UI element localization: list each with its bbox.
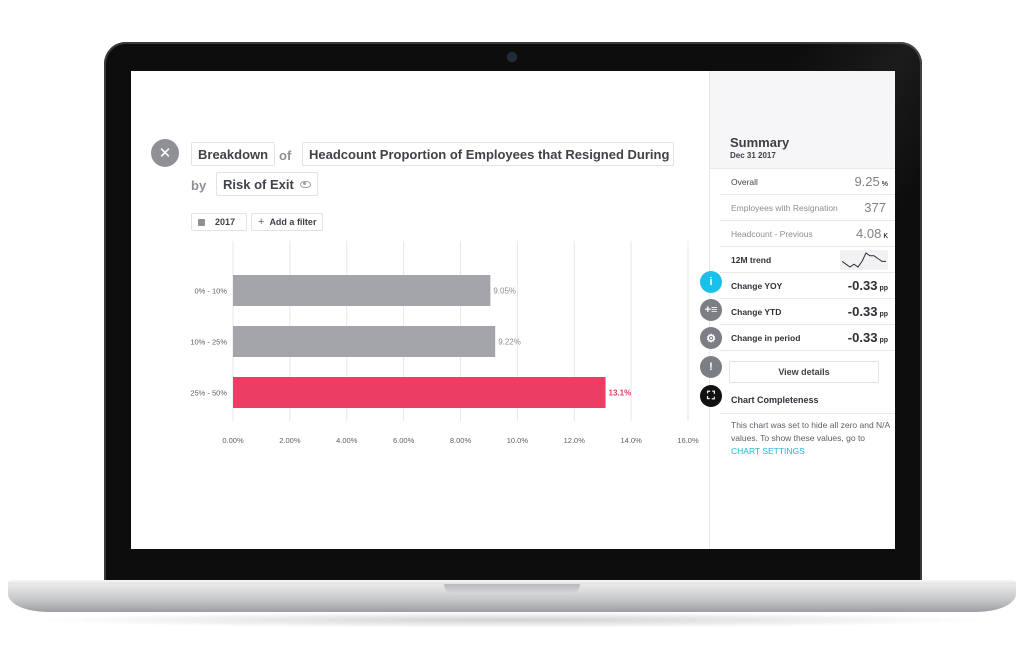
change-unit: pp (879, 336, 888, 344)
summary-row-change-yoy: Change YOY -0.33 pp (720, 273, 895, 299)
close-icon: ✕ (158, 144, 172, 162)
x-tick-label: 8.00% (450, 436, 472, 445)
bar-value-label: 9.05% (493, 287, 516, 296)
bar-value-label: 9.22% (498, 338, 521, 347)
laptop-shadow (30, 612, 994, 628)
summary-date: Dec 31 2017 (730, 151, 776, 160)
x-tick-label: 16.0% (677, 436, 699, 445)
calendar-icon (198, 218, 205, 226)
summary-header (710, 71, 895, 169)
year-value: 2017 (215, 217, 236, 227)
row-unit: % (881, 180, 888, 188)
of-word: of (279, 148, 292, 163)
add-filter-button[interactable]: + Add a filter (251, 213, 324, 231)
change-label: Change in period (731, 332, 801, 343)
sparkline-line (841, 251, 886, 268)
trend-sparkline (840, 249, 888, 270)
dimension-selector[interactable]: Risk of Exit (216, 172, 318, 196)
category-label: 0% - 10% (194, 287, 227, 296)
add-filter-label: Add a filter (269, 217, 317, 227)
summary-row-overall: Overall 9.25% (720, 169, 895, 195)
sidebar-divider (720, 413, 895, 414)
view-details-button[interactable]: View details (729, 361, 879, 383)
row-label: Employees with Resignation (731, 202, 838, 213)
row-value: 9.25 (854, 173, 880, 189)
bar (233, 326, 496, 357)
alert-icon[interactable]: ! (700, 356, 722, 378)
breakdown-label: Breakdown (198, 146, 269, 162)
dimension-label: Risk of Exit (223, 176, 294, 192)
x-tick-label: 0.00% (222, 436, 244, 445)
summary-title: Summary (730, 135, 790, 150)
change-value: -0.33 (847, 329, 878, 345)
bar (233, 377, 606, 408)
x-tick-label: 14.0% (620, 436, 642, 445)
bar (233, 275, 491, 306)
eye-icon[interactable] (299, 180, 311, 188)
laptop-base-top (8, 580, 1016, 586)
change-value: -0.33 (847, 303, 878, 319)
change-value: -0.33 (847, 277, 878, 293)
row-value: 4.08 (856, 225, 882, 241)
summary-row-change-period: Change in period -0.33 pp (720, 325, 895, 351)
category-label: 10% - 25% (190, 338, 227, 347)
summary-sidebar: Summary Dec 31 2017 Overall 9.25% Employ… (700, 71, 895, 549)
row-label: Overall (731, 176, 758, 187)
summary-row-change-ytd: Change YTD -0.33 pp (720, 299, 895, 325)
note-text: This chart was set to hide all zero and … (731, 420, 890, 443)
metric-selector[interactable]: Headcount Proportion of Employees that R… (302, 142, 674, 166)
by-word: by (191, 178, 207, 193)
summary-row-headcount: Headcount - Previous 4.08 K (720, 221, 895, 247)
app-screen: ✕ Breakdown of Headcount Proportion of E… (131, 71, 895, 549)
gear-icon[interactable]: ⚙ (700, 327, 722, 349)
x-tick-label: 2.00% (279, 436, 301, 445)
info-icon[interactable]: i (700, 271, 722, 293)
category-label: 25% - 50% (190, 389, 227, 398)
x-tick-label: 4.00% (336, 436, 358, 445)
chart-settings-link[interactable]: CHART SETTINGS (731, 446, 805, 456)
row-unit: K (883, 232, 888, 240)
close-button[interactable]: ✕ (151, 139, 179, 167)
breakdown-selector[interactable]: Breakdown (191, 142, 276, 166)
change-unit: pp (879, 284, 888, 292)
plus-icon: + (258, 216, 265, 228)
fullscreen-icon[interactable]: ⛶ (700, 385, 722, 407)
metric-label: Headcount Proportion of Employees that R… (309, 146, 674, 162)
chart-svg: 0.00% 2.00% 4.00% 6.00% 8.00% 10.0% 12.0% 14.0%… (190, 241, 699, 445)
row-label: Headcount - Previous (731, 228, 813, 239)
chart-completeness-label: Chart Completeness (731, 395, 819, 405)
change-unit: pp (879, 310, 888, 318)
x-tick-label: 12.0% (564, 436, 586, 445)
summary-row-trend: 12M trend (720, 247, 895, 273)
bar-chart: 0.00% 2.00% 4.00% 6.00% 8.00% 10.0% 12.0% 14.0%… (171, 241, 711, 451)
year-filter[interactable]: 2017 (191, 213, 247, 231)
change-label: Change YTD (731, 306, 782, 317)
x-tick-label: 10.0% (507, 436, 529, 445)
laptop-notch (444, 584, 580, 594)
change-label: Change YOY (731, 280, 783, 291)
row-value: 377 (864, 199, 886, 215)
completeness-note: This chart was set to hide all zero and … (731, 419, 891, 458)
summary-row-resignations: Employees with Resignation 377 (720, 195, 895, 221)
x-tick-label: 6.00% (393, 436, 415, 445)
bar-value-label: 13.1% (609, 389, 632, 398)
camera-icon (508, 53, 516, 61)
trend-label: 12M trend (731, 254, 772, 265)
add-list-icon[interactable]: +≡ (700, 299, 722, 321)
